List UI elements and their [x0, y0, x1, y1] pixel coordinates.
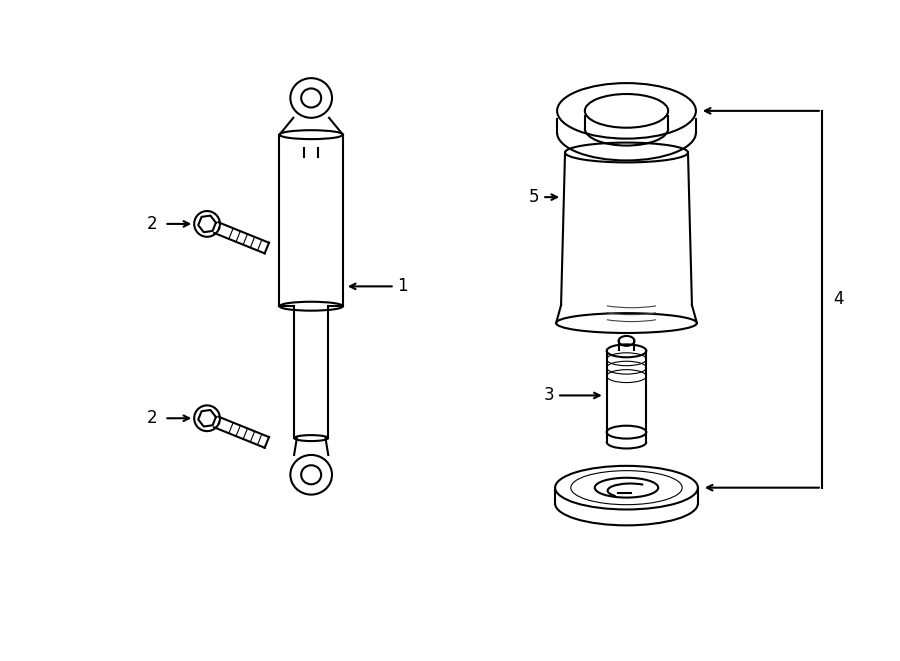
- Text: 4: 4: [833, 290, 844, 308]
- Text: 2: 2: [147, 215, 158, 233]
- Text: 3: 3: [544, 387, 554, 405]
- Text: 5: 5: [528, 188, 539, 206]
- Text: 2: 2: [147, 409, 158, 427]
- Text: 1: 1: [350, 278, 408, 295]
